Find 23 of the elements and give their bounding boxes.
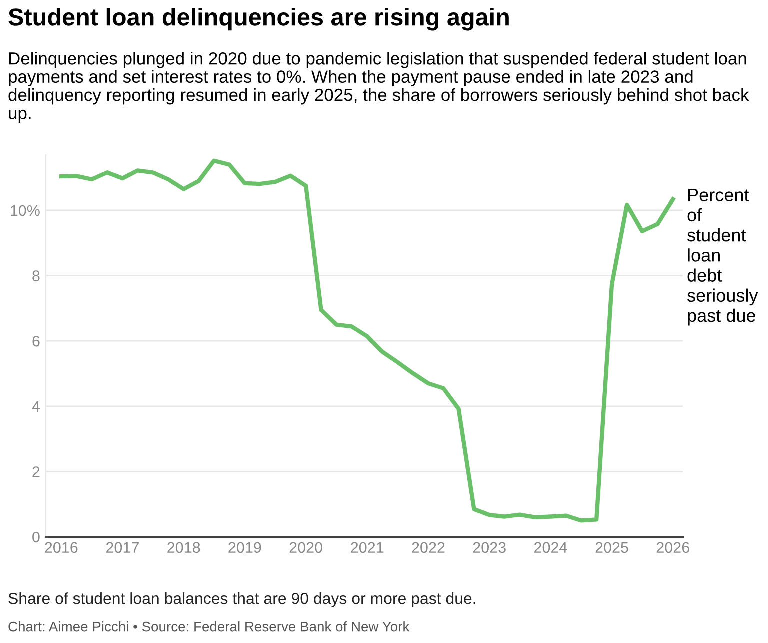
x-tick-label: 2016: [45, 542, 78, 554]
chart-subtitle: Delinquencies plunged in 2020 due to pandemic legislation that suspended federal student loan payments and set interest rates to 0%. When the payment pause ended in late 2023 and delinquency reporting resumed in early 2025, the share of borrowers seriously behind shot back up.: [8, 52, 750, 123]
series-label: Percent of student loan debt seriously past due: [688, 188, 758, 326]
x-tick-label: 2017: [106, 542, 139, 554]
x-tick-label: 2018: [168, 542, 200, 554]
chart-title: Student loan delinquencies are rising again: [8, 8, 509, 31]
x-tick-label: 2021: [351, 542, 384, 554]
y-tick-label: 0: [32, 532, 40, 543]
x-tick-label: 2026: [656, 542, 690, 554]
x-tick-label: 2025: [596, 542, 628, 554]
x-tick-label: 2023: [473, 542, 506, 554]
y-tick-label: 6: [32, 336, 40, 347]
x-tick-label: 2019: [228, 542, 262, 554]
y-tick-label: 8: [32, 270, 40, 282]
x-tick-label: 2024: [534, 542, 568, 554]
line-series: [59, 158, 676, 523]
y-tick-label: 2: [32, 466, 40, 478]
text: Chart: Aimee Picchi • Source: Federal Reserve Bank of New York: [8, 622, 410, 632]
text: Share of student loan balances that are 90 days or more past due.: [8, 592, 476, 608]
x-tick-label: 2020: [290, 542, 322, 554]
x-tick-label: 2022: [412, 542, 445, 554]
y-tick-label: 4: [32, 401, 40, 412]
y-tick-label: 10%: [11, 205, 40, 216]
